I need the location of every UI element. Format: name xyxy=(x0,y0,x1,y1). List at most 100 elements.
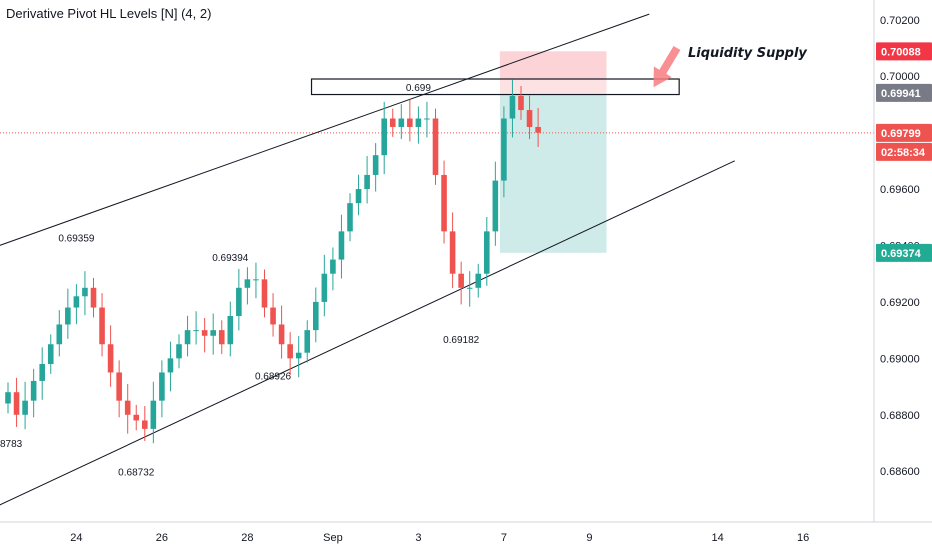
candle-body xyxy=(475,273,482,288)
candle-body xyxy=(236,287,242,317)
candle-body xyxy=(99,307,105,345)
candle-body xyxy=(90,287,97,308)
candle-body xyxy=(518,95,524,111)
candle-body xyxy=(313,301,319,331)
candle-body xyxy=(210,330,216,336)
last-price-countdown-tag xyxy=(876,142,932,161)
price-tick-label: 0.69000 xyxy=(880,353,920,365)
channel-lines xyxy=(0,13,735,506)
candle-body xyxy=(82,287,88,297)
candle-body xyxy=(218,330,225,345)
annotation: Liquidity Supply xyxy=(653,45,807,88)
candle-body xyxy=(466,287,473,289)
channel-lower-line xyxy=(0,160,735,506)
candle-body xyxy=(415,118,422,127)
candle-body xyxy=(124,400,131,415)
candle-body xyxy=(142,420,148,429)
candle-body xyxy=(381,118,387,156)
time-tick-label: 7 xyxy=(501,532,507,544)
candle-body xyxy=(5,392,11,404)
candle-body xyxy=(330,259,336,274)
pivot-labels: 0.69359 0.69394 8783 0.68732 0.68926 0.69182 0… xyxy=(0,83,480,479)
candle-body xyxy=(501,118,507,181)
candle-body xyxy=(449,231,456,274)
candle-body xyxy=(13,392,20,415)
candle-body xyxy=(304,330,311,353)
annotation-arrow xyxy=(653,45,681,88)
annotation-text: Liquidity Supply xyxy=(688,46,807,61)
time-tick-label: 3 xyxy=(415,532,421,544)
candle-body xyxy=(398,118,405,127)
candle-body xyxy=(347,203,353,232)
time-tick-label: 26 xyxy=(156,532,168,544)
pivot-label: 0.699 xyxy=(406,83,431,94)
price-tick-label: 0.68600 xyxy=(880,466,920,478)
candle-body xyxy=(484,231,490,274)
time-tick-label: 28 xyxy=(241,532,253,544)
candle-body xyxy=(133,414,140,421)
indicator-title: Derivative Pivot HL Levels [N] (4, 2) xyxy=(6,6,212,21)
candle-body xyxy=(227,316,234,345)
target-price-tag xyxy=(876,243,932,262)
last-price-tag xyxy=(876,123,932,142)
candle-body xyxy=(65,307,71,325)
candle-body xyxy=(321,273,328,302)
candle-body xyxy=(407,118,413,127)
candle-body xyxy=(30,380,37,401)
last-price-countdown-label: 02:58:34 xyxy=(881,147,926,159)
candle-body xyxy=(56,324,63,345)
stop-loss-zone xyxy=(499,51,607,93)
time-tick-label: 24 xyxy=(70,532,82,544)
take-profit-zone xyxy=(499,92,607,253)
candle-body xyxy=(184,330,191,345)
candle-body xyxy=(295,352,302,359)
candle-body xyxy=(107,344,114,373)
candle-body xyxy=(535,126,541,133)
candles xyxy=(5,79,541,444)
candle-body xyxy=(509,95,516,119)
candle-body xyxy=(355,189,362,204)
candle-body xyxy=(193,330,199,332)
price-tick-label: 0.70200 xyxy=(880,15,920,27)
candle-body xyxy=(432,118,439,175)
candle-body xyxy=(526,110,533,127)
candle-body xyxy=(73,296,80,308)
candle-body xyxy=(116,372,122,401)
pivot-label: 0.68732 xyxy=(118,467,155,478)
channel-upper-line xyxy=(0,13,650,246)
price-tick-label: 0.69600 xyxy=(880,184,920,196)
pivot-label: 0.69182 xyxy=(443,335,480,346)
candle-body xyxy=(201,330,208,336)
trade-zones xyxy=(0,51,874,253)
last-price-tag-label: 0.69799 xyxy=(881,128,921,140)
time-tick-label: 16 xyxy=(797,532,809,544)
candle-body xyxy=(287,344,293,359)
candle-body xyxy=(39,363,45,381)
candle-body xyxy=(278,324,285,345)
candle-body xyxy=(47,344,54,364)
pivot-label: 0.68926 xyxy=(255,371,292,382)
candle-body xyxy=(424,118,430,120)
candle-body xyxy=(22,400,28,415)
target-price-tag-label: 0.69374 xyxy=(881,248,922,260)
candle-body xyxy=(167,358,174,373)
candle-body xyxy=(244,279,251,288)
candle-body xyxy=(159,372,165,401)
time-axis: 24 26 28 Sep 3 7 9 14 16 xyxy=(0,521,932,544)
time-tick-label: 14 xyxy=(712,532,724,544)
time-tick-label: 9 xyxy=(586,532,592,544)
candle-body xyxy=(364,174,370,190)
candle-body xyxy=(270,307,276,325)
pivot-label: 0.69359 xyxy=(58,233,95,244)
candle-body xyxy=(150,400,157,429)
candle-body xyxy=(261,279,268,308)
candle-body xyxy=(253,279,259,281)
price-tags: 0.70088 0.69941 0.69799 02:58:34 0.69374 xyxy=(876,42,932,262)
stop-price-tag xyxy=(876,42,932,61)
price-tick-label: 0.70000 xyxy=(880,71,920,83)
pivot-label: 8783 xyxy=(0,439,23,450)
candle-body xyxy=(389,118,396,127)
candle-body xyxy=(492,180,499,232)
candle-body xyxy=(441,174,447,232)
